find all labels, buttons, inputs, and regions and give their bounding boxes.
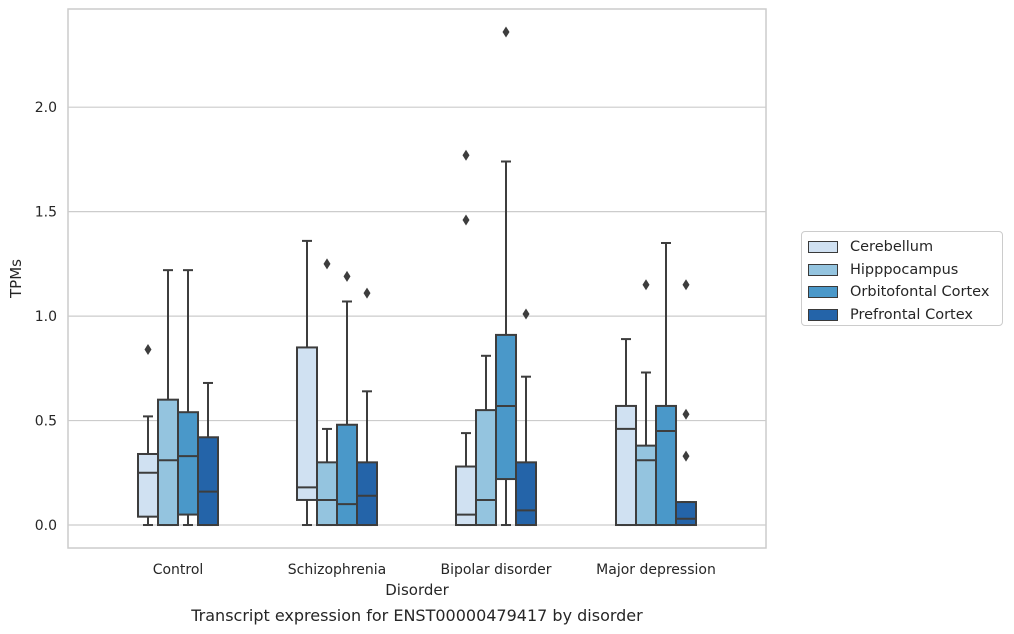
iqr-box (336, 423, 358, 527)
y-tick-labels: 0.0 0.5 1.0 1.5 2.0 (35, 100, 57, 534)
box-group (475, 354, 497, 527)
box-group (137, 344, 159, 527)
box-series-layer (137, 26, 697, 527)
box-group (296, 239, 318, 527)
iqr-box (296, 346, 318, 501)
outlier-point (462, 214, 470, 226)
outlier-point (682, 450, 690, 462)
y-tick-label: 0.0 (35, 518, 57, 534)
legend-swatch (808, 263, 838, 276)
box-group (316, 258, 338, 527)
x-axis-title: Disorder (385, 581, 449, 599)
outlier-point (363, 287, 371, 299)
legend-swatch (808, 308, 838, 321)
y-axis-title: TPMs (7, 259, 25, 299)
legend-label: Cerebellum (850, 239, 934, 256)
box-group (515, 308, 537, 527)
x-tick-labels: Control Schizophrenia Bipolar disorder Majo… (153, 562, 716, 578)
y-tick-label: 1.0 (35, 309, 57, 325)
box-group (197, 381, 219, 527)
legend-item: Hipppocampus (808, 259, 994, 282)
iqr-box (177, 411, 199, 516)
outlier-point (682, 408, 690, 420)
box-plot-chart: 0.0 0.5 1.0 1.5 2.0 Control Schizophrenia Bipo… (7, 8, 767, 599)
legend-item: Cerebellum (808, 236, 994, 259)
plot-frame (67, 8, 767, 549)
legend-item: Orbitofontal Cortex (808, 281, 994, 304)
outlier-point (502, 26, 510, 38)
box-group (336, 270, 358, 527)
x-tick-label: Bipolar disorder (440, 562, 551, 578)
legend-label: Prefrontal Cortex (850, 306, 973, 323)
iqr-box (157, 398, 179, 527)
box-group (455, 149, 477, 527)
iqr-box (137, 452, 159, 518)
y-tick-label: 2.0 (35, 100, 57, 116)
iqr-box (316, 461, 338, 527)
outlier-point (682, 279, 690, 291)
outlier-point (462, 149, 470, 161)
outlier-point (642, 279, 650, 291)
x-tick-label: Major depression (596, 562, 716, 578)
legend-label: Orbitofontal Cortex (850, 284, 990, 301)
iqr-box (655, 404, 677, 527)
x-tick-label: Schizophrenia (288, 562, 386, 578)
box-group (157, 269, 179, 527)
box-group (356, 287, 378, 527)
legend-swatch (808, 241, 838, 254)
legend-label: Hipppocampus (850, 261, 959, 278)
box-group (495, 26, 517, 527)
legend: Cerebellum Hipppocampus Orbitofontal Cor… (801, 231, 1003, 326)
x-tick-label: Control (153, 562, 204, 578)
box-group (615, 338, 637, 527)
figure-caption: Transcript expression for ENST0000047941… (191, 606, 643, 625)
outlier-point (522, 308, 530, 320)
outlier-point (343, 270, 351, 282)
legend-item: Prefrontal Cortex (808, 304, 994, 327)
iqr-box (615, 404, 637, 527)
box-group (177, 269, 199, 527)
iqr-box (356, 461, 378, 527)
y-tick-label: 0.5 (35, 414, 57, 430)
outlier-point (144, 344, 152, 356)
box-group (675, 279, 697, 527)
iqr-box (455, 465, 477, 527)
outlier-point (323, 258, 331, 270)
iqr-box (197, 436, 219, 527)
y-tick-label: 1.5 (35, 205, 57, 221)
iqr-box (675, 501, 697, 527)
iqr-box (495, 333, 517, 481)
iqr-box (475, 409, 497, 527)
legend-swatch (808, 286, 838, 299)
box-group (655, 241, 677, 527)
iqr-box (515, 461, 537, 527)
iqr-box (635, 444, 657, 527)
